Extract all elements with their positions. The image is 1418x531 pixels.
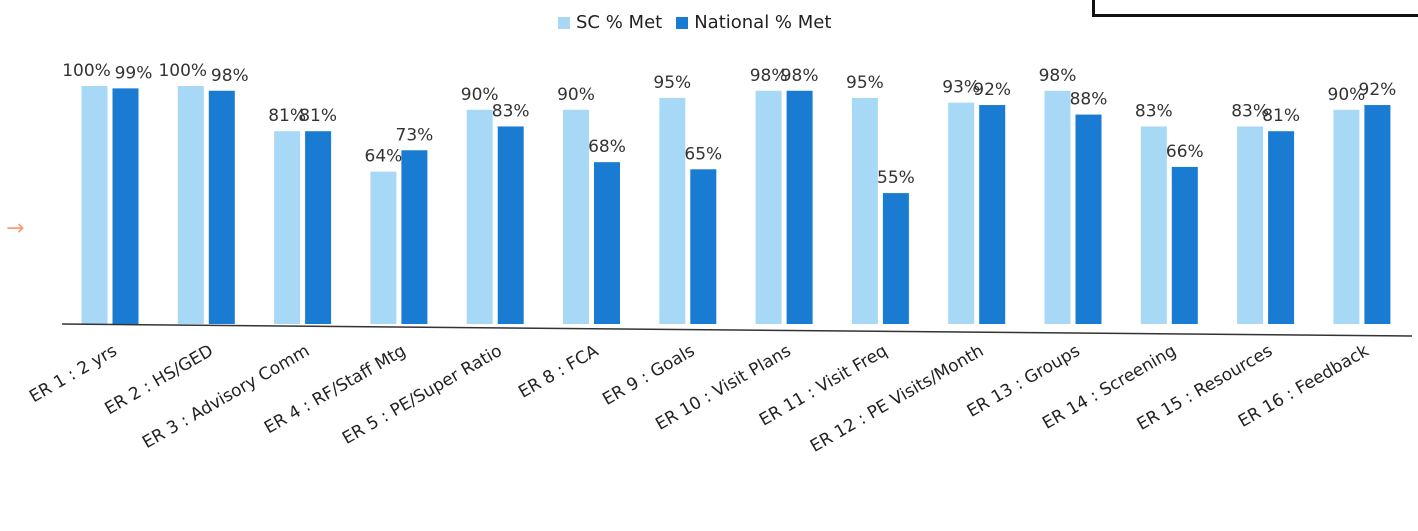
- data-label-national: 92%: [1359, 80, 1397, 100]
- bar-national: [112, 88, 139, 324]
- bar-sc: [1140, 126, 1167, 325]
- data-label-sc: 90%: [461, 85, 499, 105]
- legend-swatch-sc: [558, 16, 570, 29]
- legend-item-sc: SC % Met: [558, 12, 662, 33]
- bar-sc: [177, 86, 204, 324]
- bar-national: [1171, 166, 1198, 324]
- data-label-sc: 95%: [846, 73, 884, 93]
- legend-swatch-national: [676, 16, 689, 29]
- bar-sc: [1333, 109, 1360, 324]
- data-label-sc: 83%: [1231, 101, 1269, 121]
- bar-sc: [1237, 126, 1264, 325]
- bar-sc: [370, 171, 397, 324]
- legend-item-national: National % Met: [676, 12, 831, 33]
- chart-legend: SC % Met National % Met: [558, 12, 845, 33]
- x-tick-label: ER 12 : PE Visits/Month: [807, 341, 987, 457]
- bar-sc: [948, 102, 975, 324]
- data-label-national: 83%: [492, 101, 530, 121]
- data-label-national: 88%: [1070, 90, 1108, 110]
- bar-sc: [755, 90, 782, 324]
- x-tick-label: ER 1 : 2 yrs: [26, 341, 121, 407]
- bar-national: [208, 90, 235, 324]
- data-label-national: 68%: [588, 137, 626, 157]
- data-label-sc: 90%: [1328, 85, 1366, 105]
- data-label-sc: 95%: [653, 73, 691, 93]
- data-label-sc: 98%: [1039, 66, 1077, 86]
- data-label-national: 98%: [781, 66, 819, 86]
- data-label-national: 81%: [1262, 106, 1300, 126]
- data-label-national: 55%: [877, 168, 915, 188]
- legend-label-sc: SC % Met: [576, 12, 663, 33]
- bar-national: [594, 162, 620, 324]
- bar-national: [786, 90, 813, 324]
- bar-national: [690, 169, 717, 324]
- arrow-marker-icon: →: [6, 216, 25, 241]
- data-label-national: 99%: [115, 63, 153, 83]
- legend-label-national: National % Met: [694, 12, 832, 33]
- data-label-sc: 93%: [942, 78, 980, 98]
- corner-frame: [1092, 0, 1418, 17]
- bar-sc: [851, 97, 878, 325]
- bar-sc: [563, 109, 589, 324]
- data-label-sc: 83%: [1135, 101, 1173, 121]
- bar-sc: [81, 86, 108, 324]
- data-label-national: 65%: [684, 144, 722, 164]
- data-label-sc: 90%: [557, 85, 595, 105]
- bar-national: [305, 131, 332, 324]
- bar-national: [979, 105, 1006, 324]
- bar-sc: [466, 109, 493, 324]
- bar-sc: [274, 131, 301, 324]
- data-label-national: 66%: [1166, 142, 1204, 162]
- data-label-national: 98%: [211, 66, 249, 86]
- bar-sc: [659, 97, 686, 325]
- data-label-sc: 100%: [158, 61, 207, 81]
- data-label-sc: 64%: [365, 147, 403, 167]
- data-label-national: 81%: [299, 106, 337, 126]
- x-tick-label: ER 3 : Advisory Comm: [139, 341, 313, 453]
- data-label-sc: 100%: [62, 61, 111, 81]
- bar-national: [1075, 114, 1102, 324]
- x-axis-line: [61, 323, 1413, 337]
- x-tick-label: ER 5 : PE/Super Ratio: [339, 341, 506, 449]
- bar-national: [401, 150, 428, 324]
- bar-national: [497, 126, 524, 325]
- bar-sc: [1044, 90, 1071, 324]
- bar-national: [1364, 105, 1391, 324]
- data-label-national: 92%: [973, 80, 1011, 100]
- bar-national: [882, 193, 909, 324]
- data-label-sc: 81%: [268, 106, 306, 126]
- x-tick-label: ER 8 : FCA: [515, 341, 602, 403]
- data-label-sc: 98%: [750, 66, 788, 86]
- bar-national: [1268, 131, 1295, 324]
- data-label-national: 73%: [396, 125, 434, 145]
